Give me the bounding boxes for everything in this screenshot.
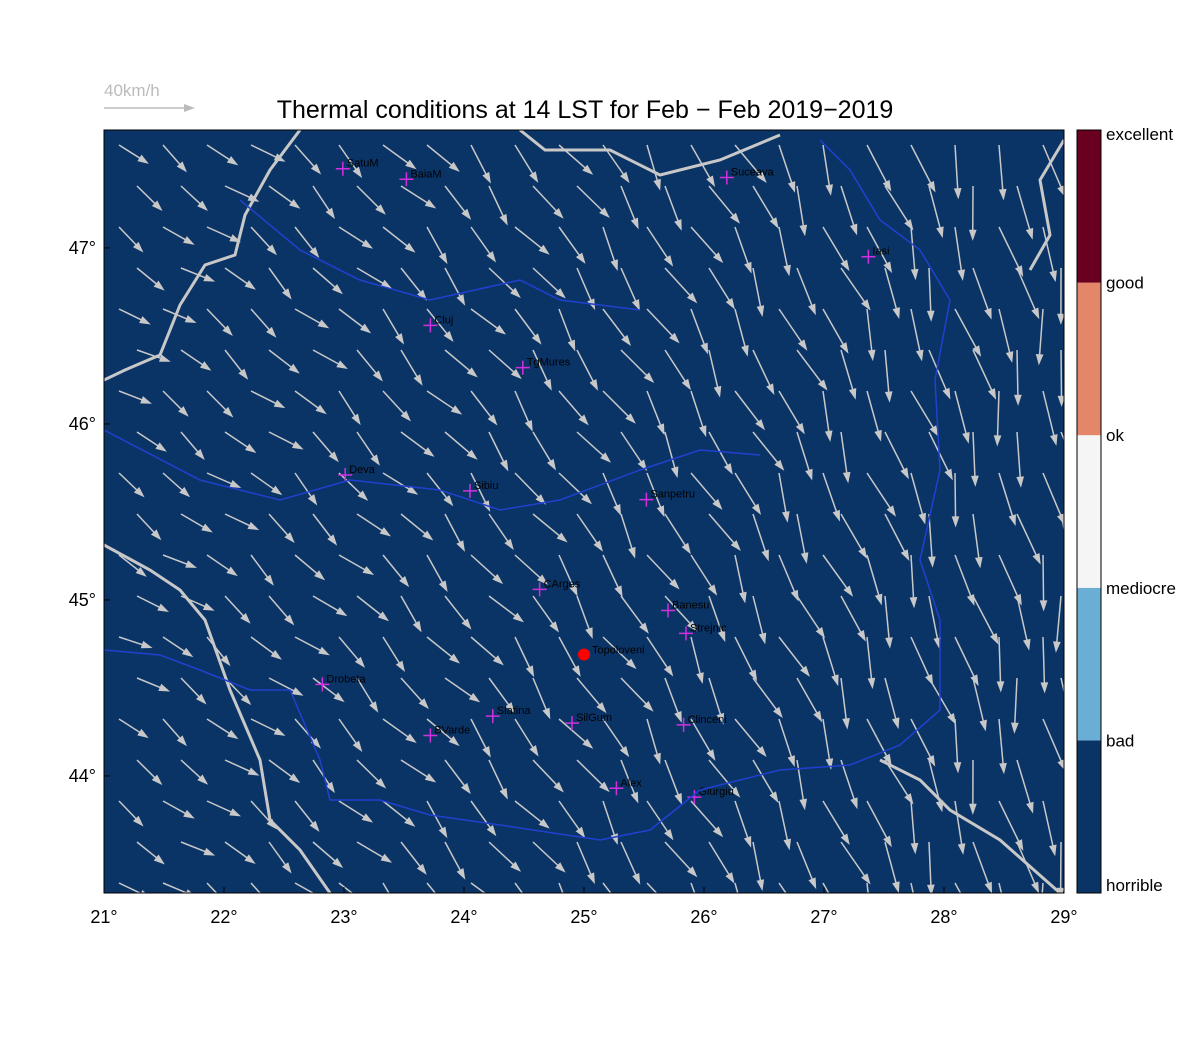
x-tick-label: 23°: [330, 907, 357, 927]
station-label: Giurgiu: [698, 786, 733, 798]
station-label: Sibiu: [474, 480, 498, 492]
y-tick-label: 46°: [69, 414, 96, 434]
wind-arrow-head: [798, 913, 807, 924]
x-tick-label: 24°: [450, 907, 477, 927]
colorbar-label: good: [1106, 274, 1144, 293]
colorbar-label: excellent: [1106, 125, 1173, 144]
station-label: Strejnic: [690, 622, 727, 634]
x-tick-label: 28°: [930, 907, 957, 927]
station-label: Suceava: [731, 167, 775, 179]
wind-arrow-head: [839, 916, 848, 928]
colorbar-label: ok: [1106, 426, 1124, 445]
station-label: Deva: [349, 464, 376, 476]
station-label: Iasi: [872, 246, 889, 258]
x-tick-label: 27°: [810, 907, 837, 927]
station-label: Cluj: [434, 314, 453, 326]
station-label: BaiaM: [410, 168, 441, 180]
colorbar-label: horrible: [1106, 876, 1163, 895]
wind-arrow-head: [1036, 928, 1044, 939]
wind-arrow-head: [266, 901, 276, 912]
wind-arrow-head: [395, 907, 404, 919]
y-tick-label: 44°: [69, 766, 96, 786]
highlight-label: Topoloveni: [592, 645, 645, 657]
wind-arrow-head: [972, 919, 981, 931]
station-label: Clinceni: [688, 714, 727, 726]
wind-arrow-head: [621, 909, 631, 920]
x-tick-label: 21°: [90, 907, 117, 927]
wind-arrow-head: [868, 924, 876, 935]
station-label: Drobeta: [326, 673, 366, 685]
station-label: BVarde: [434, 724, 470, 736]
wind-arrow-head: [1067, 558, 1075, 570]
wind-arrow-head: [669, 907, 679, 918]
x-tick-label: 22°: [210, 907, 237, 927]
y-tick-label: 45°: [69, 590, 96, 610]
colorbar-label: mediocre: [1106, 579, 1176, 598]
x-tick-label: 29°: [1050, 907, 1077, 927]
station-label: SatuM: [347, 158, 379, 170]
wind-arrow-head: [916, 924, 924, 936]
x-tick-label: 25°: [570, 907, 597, 927]
highlight-marker: [578, 649, 590, 661]
wind-arrow-head: [1005, 925, 1012, 937]
colorbar-band: [1077, 435, 1101, 588]
wind-reference-label: 40km/h: [104, 81, 160, 100]
station-label: CArges: [544, 578, 581, 590]
map-title: Thermal conditions at 14 LST for Feb − F…: [277, 96, 894, 124]
wind-arrow-head: [532, 908, 542, 919]
wind-arrow-head: [1068, 722, 1075, 734]
station-label: SilGum: [576, 712, 612, 724]
colorbar-band: [1077, 130, 1101, 283]
wind-arrow-head: [741, 919, 748, 931]
colorbar-band: [1077, 588, 1101, 741]
wind-arrow-head: [318, 893, 330, 902]
x-tick-label: 26°: [690, 907, 717, 927]
wind-reference-arrow: [104, 104, 195, 112]
station-label: Sanpetru: [650, 489, 695, 501]
wind-arrow-head: [495, 899, 506, 909]
wind-arrow-head: [360, 898, 371, 908]
colorbar-label: bad: [1106, 731, 1134, 750]
station-label: Alex: [620, 777, 642, 789]
colorbar-band: [1077, 740, 1101, 893]
station-label: TgMures: [527, 357, 571, 369]
station-label: Slatina: [497, 705, 532, 717]
colorbar-band: [1077, 283, 1101, 436]
station-label: Banesu: [672, 600, 709, 612]
y-tick-label: 47°: [69, 238, 96, 258]
